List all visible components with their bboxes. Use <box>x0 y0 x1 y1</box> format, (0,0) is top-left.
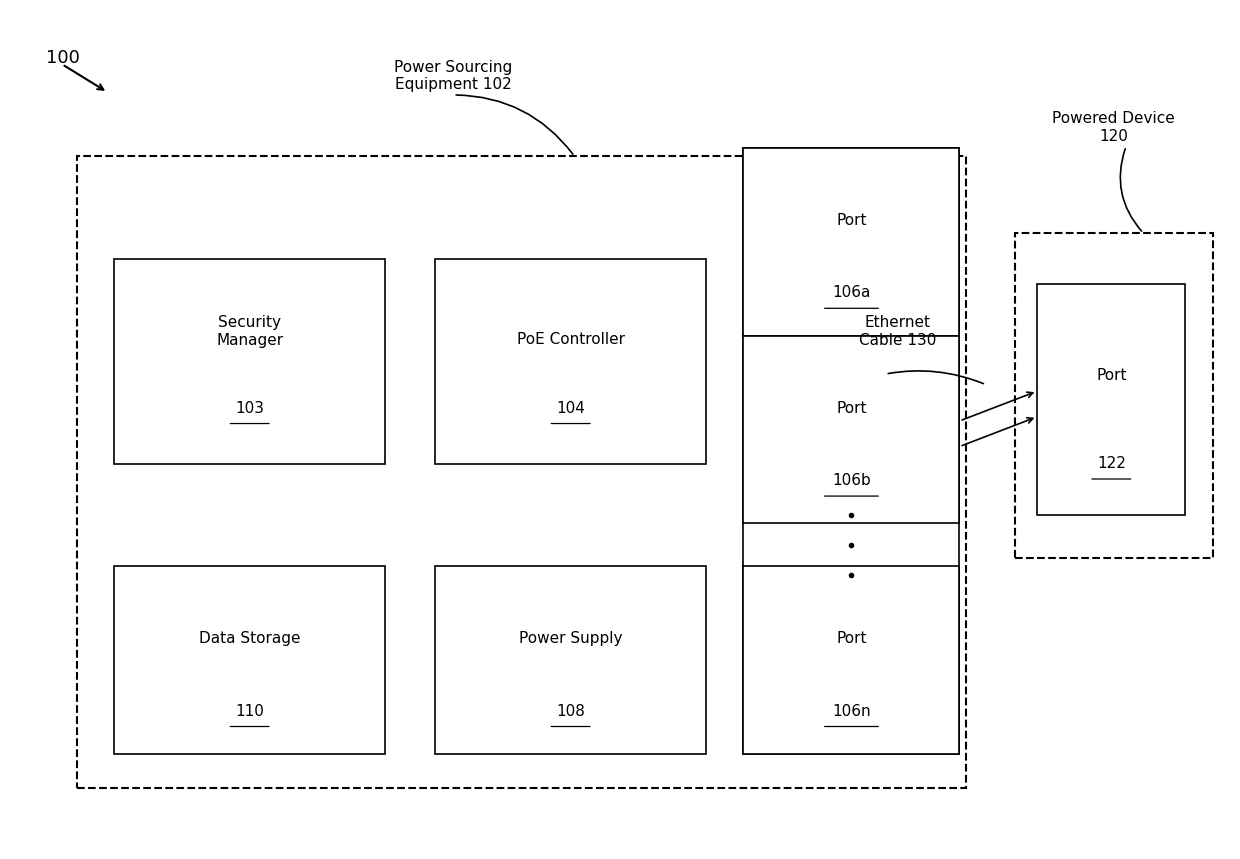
Text: Power Supply: Power Supply <box>518 631 622 646</box>
Text: 103: 103 <box>236 400 264 416</box>
Bar <box>744 566 960 754</box>
Text: Power Sourcing
Equipment 102: Power Sourcing Equipment 102 <box>394 60 512 93</box>
Text: 100: 100 <box>46 49 79 67</box>
Text: 122: 122 <box>1097 456 1126 471</box>
Text: Powered Device
120: Powered Device 120 <box>1053 111 1176 143</box>
Bar <box>77 156 966 788</box>
Text: 106b: 106b <box>832 473 870 488</box>
Bar <box>744 336 960 523</box>
Text: 106n: 106n <box>832 704 870 719</box>
Text: Port: Port <box>836 631 867 646</box>
Text: PoE Controller: PoE Controller <box>517 332 625 347</box>
Bar <box>114 259 386 464</box>
Bar <box>435 259 707 464</box>
Bar <box>744 148 960 754</box>
Text: 106a: 106a <box>832 285 870 301</box>
Text: Port: Port <box>836 400 867 416</box>
Bar <box>114 566 386 754</box>
Text: Port: Port <box>836 213 867 228</box>
Bar <box>744 148 960 336</box>
Text: Ethernet
Cable 130: Ethernet Cable 130 <box>859 315 936 348</box>
Bar <box>1037 284 1185 515</box>
Text: Security
Manager: Security Manager <box>216 315 283 348</box>
Text: Data Storage: Data Storage <box>198 631 300 646</box>
Text: 104: 104 <box>557 400 585 416</box>
Text: 110: 110 <box>236 704 264 719</box>
Text: 108: 108 <box>557 704 585 719</box>
Text: Port: Port <box>1096 369 1127 383</box>
Bar <box>435 566 707 754</box>
Bar <box>1016 233 1213 557</box>
